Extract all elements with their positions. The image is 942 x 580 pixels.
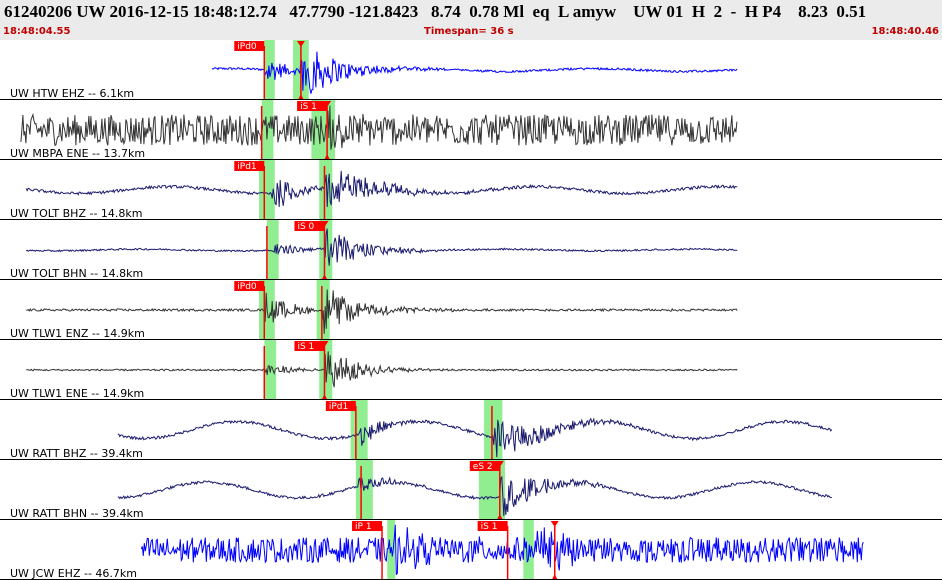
channel-5-pick-flag-1[interactable]: [234, 281, 265, 291]
channel-6-waveform[interactable]: [26, 351, 738, 388]
channel-4-station-label: UW TOLT BHN -- 14.8km: [10, 267, 143, 280]
channel-7-pick-label-1: iPd1: [329, 402, 348, 412]
channel-8-pick-marker-bottom-1[interactable]: [496, 514, 503, 520]
channel-2-station-label: UW MBPA ENE -- 13.7km: [10, 147, 145, 160]
channel-6-pick-marker-bottom-1[interactable]: [321, 394, 328, 400]
channel-3-pick-label-1: iPd1: [237, 162, 256, 172]
channel-5-pick-label-1: iPd0: [237, 282, 257, 292]
channel-4-pick-flag-1[interactable]: [294, 221, 325, 231]
channel-6-pick-marker-1[interactable]: [320, 341, 329, 347]
channel-5-station-label: UW TLW1 ENZ -- 14.9km: [10, 327, 145, 340]
channel-7-window-2: [484, 400, 503, 460]
channel-8-pick-label-1: eS 2: [473, 462, 493, 472]
channel-8-waveform[interactable]: [117, 475, 832, 516]
event-header: 61240206 UW 2016-12-15 18:48:12.74 47.77…: [0, 0, 942, 40]
channel-8-pick-flag-1[interactable]: [469, 461, 500, 471]
event-info-line: 61240206 UW 2016-12-15 18:48:12.74 47.77…: [4, 2, 867, 21]
channel-9-pick-marker-bottom-3[interactable]: [551, 574, 558, 580]
channel-9-pick-label-2: iS 1: [481, 522, 498, 532]
channel-2-pick-marker-bottom-1[interactable]: [324, 154, 331, 160]
channel-1-pick-marker-2[interactable]: [296, 41, 305, 47]
channel-9-pick-label-1: iP 1: [355, 522, 372, 532]
channel-4-pick-marker-bottom-1[interactable]: [321, 274, 328, 280]
channel-7-station-label: UW RATT BHZ -- 39.4km: [10, 447, 143, 460]
channel-1-waveform[interactable]: [211, 51, 738, 94]
channel-9-waveform[interactable]: [140, 524, 864, 576]
channel-2-pick-flag-1[interactable]: [297, 101, 328, 111]
channel-9-pick-flag-2[interactable]: [477, 521, 508, 531]
channel-4-waveform[interactable]: [25, 228, 738, 266]
channel-6-pick-flag-1[interactable]: [294, 341, 325, 351]
channel-4-pick-marker-1[interactable]: [320, 221, 329, 227]
channel-9-station-label: UW JCW EHZ -- 46.7km: [10, 567, 137, 580]
seismogram-panel[interactable]: iPd0 UW HTW EHZ -- 6.1km iS 1 UW MBPA ENE -…: [0, 40, 942, 580]
channel-9-pick-flag-1[interactable]: [352, 521, 383, 531]
channel-1-pick-marker-bottom-2[interactable]: [297, 94, 304, 100]
channel-2-pick-marker-1[interactable]: [323, 101, 332, 107]
start-time: 18:48:04.55: [3, 26, 71, 37]
channel-4-pick-label-1: iS 0: [297, 222, 314, 232]
channel-4-window-2: [266, 220, 279, 280]
channel-8-pick-marker-1[interactable]: [495, 461, 504, 467]
channel-3-station-label: UW TOLT BHZ -- 14.8km: [10, 207, 143, 220]
channel-1-station-label: UW HTW EHZ -- 6.1km: [10, 87, 134, 100]
channel-7-window-1: [350, 400, 368, 460]
channel-1-pick-flag-1[interactable]: [234, 41, 265, 51]
channel-3-pick-flag-1[interactable]: [234, 161, 265, 171]
channel-6-station-label: UW TLW1 ENE -- 14.9km: [10, 387, 144, 400]
timespan-label: Timespan= 36 s: [424, 26, 514, 37]
channel-7-waveform[interactable]: [117, 417, 833, 458]
channel-6-pick-label-1: iS 1: [297, 342, 314, 352]
channel-3-waveform[interactable]: [25, 170, 738, 208]
channel-5-waveform[interactable]: [26, 289, 738, 334]
channel-1-pick-label-1: iPd0: [237, 42, 257, 52]
channel-3-window-1: [259, 160, 275, 220]
channel-8-station-label: UW RATT BHN -- 39.4km: [10, 507, 144, 520]
channel-9-pick-marker-3[interactable]: [550, 521, 559, 527]
channel-2-window-1: [311, 100, 335, 160]
end-time: 18:48:40.46: [871, 26, 939, 37]
channel-2-pick-label-1: iS 1: [300, 102, 317, 112]
channel-2-waveform[interactable]: [20, 105, 738, 150]
channel-7-pick-flag-1[interactable]: [325, 401, 356, 411]
